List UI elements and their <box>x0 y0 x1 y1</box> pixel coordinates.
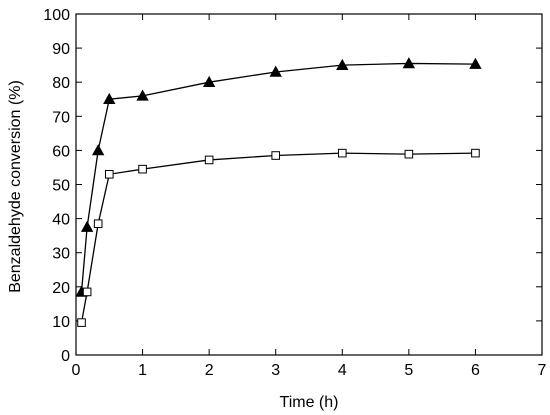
y-axis-title: Benzaldehyde conversion (%) <box>7 80 24 293</box>
x-axis-title: Time (h) <box>280 394 339 411</box>
y-tick-label: 20 <box>52 280 70 297</box>
y-tick-label: 0 <box>61 348 70 365</box>
x-tick-label: 3 <box>271 362 280 379</box>
square-point <box>404 149 414 159</box>
square-point <box>337 148 347 158</box>
square-point <box>82 287 92 297</box>
series-line <box>80 62 476 292</box>
triangle-point <box>202 75 216 87</box>
y-tick-label: 70 <box>52 109 70 126</box>
triangle-point <box>80 220 94 232</box>
x-tick-label: 5 <box>404 362 413 379</box>
y-tick-label: 40 <box>52 212 70 229</box>
x-tick-label: 6 <box>471 362 480 379</box>
square-point <box>104 169 114 179</box>
y-tick-label: 50 <box>52 178 70 195</box>
x-tick-label: 2 <box>205 362 214 379</box>
series-layer <box>75 57 482 327</box>
y-tick-label: 60 <box>52 143 70 160</box>
triangle-point <box>269 65 282 77</box>
square-point <box>138 164 147 174</box>
triangle-point <box>136 89 149 101</box>
x-tick-label: 4 <box>338 362 347 379</box>
series-open-square <box>77 148 480 327</box>
triangle-point <box>336 58 349 70</box>
square-point <box>471 148 480 158</box>
square-point <box>77 318 86 327</box>
y-tick-label: 90 <box>52 41 70 58</box>
x-tick-label: 1 <box>138 362 147 379</box>
square-point <box>93 219 103 229</box>
x-tick-label: 7 <box>538 362 547 379</box>
y-tick-label: 10 <box>52 314 70 331</box>
y-tick-label: 30 <box>52 246 70 263</box>
triangle-point <box>103 92 116 105</box>
series-filled-triangle <box>75 57 482 297</box>
triangle-point <box>469 57 482 69</box>
triangle-point <box>91 144 105 156</box>
square-point <box>271 151 281 160</box>
y-tick-label: 100 <box>43 7 70 24</box>
triangle-point <box>402 57 416 69</box>
series-line <box>80 152 476 323</box>
square-point <box>204 155 214 165</box>
y-tick-label: 80 <box>52 75 70 92</box>
x-tick-label: 0 <box>72 362 81 379</box>
